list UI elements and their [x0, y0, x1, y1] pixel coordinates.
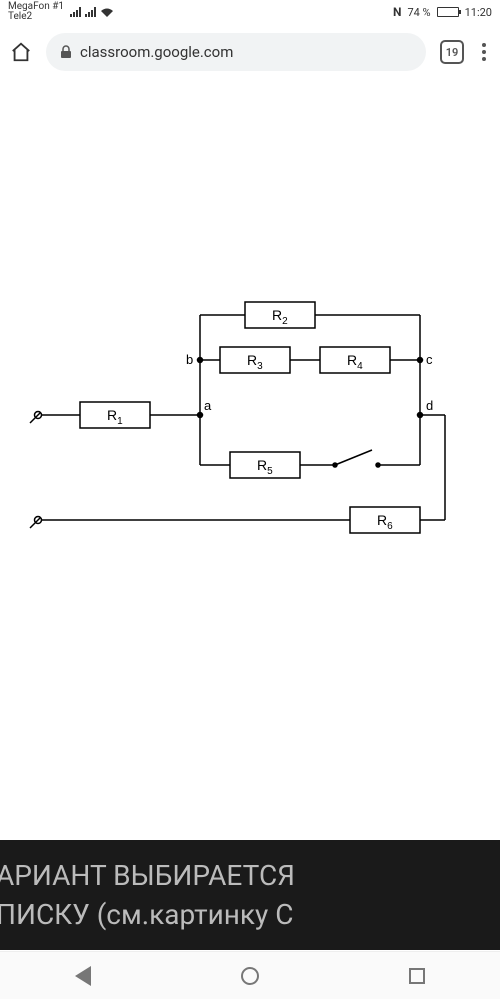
tabs-count: 19 — [446, 46, 459, 59]
node-a: a — [204, 398, 212, 413]
system-nav-bar — [0, 951, 500, 999]
nav-recent-button[interactable] — [409, 968, 425, 984]
lock-icon — [60, 45, 72, 59]
overlay-line-2: ПИСКУ (см.картинку С — [0, 895, 500, 934]
signal-icon-2 — [85, 7, 96, 17]
browser-toolbar: classroom.google.com 19 — [0, 24, 500, 80]
page-content[interactable]: R1 R2 R3 R4 R5 R6 a b c d — [0, 80, 500, 840]
nfc-icon: N — [393, 5, 401, 19]
home-icon[interactable] — [10, 41, 32, 63]
overlay-line-1: АРИАНТ ВЫБИРАЕТСЯ — [0, 856, 500, 895]
node-d: d — [426, 398, 433, 413]
node-c: c — [426, 352, 433, 367]
circuit-diagram: R1 R2 R3 R4 R5 R6 a b c d — [0, 270, 500, 570]
battery-icon — [437, 7, 459, 17]
nav-home-button[interactable] — [241, 967, 259, 985]
dark-caption-overlay: АРИАНТ ВЫБИРАЕТСЯ ПИСКУ (см.картинку С — [0, 840, 500, 950]
nav-back-button[interactable] — [75, 966, 91, 986]
url-text: classroom.google.com — [80, 43, 233, 61]
clock: 11:20 — [465, 6, 492, 19]
url-field[interactable]: classroom.google.com — [46, 33, 426, 71]
tabs-button[interactable]: 19 — [440, 40, 464, 64]
menu-button[interactable] — [478, 43, 490, 61]
wifi-icon — [100, 7, 114, 17]
status-left: MegaFon #1 Tele2 — [8, 2, 114, 22]
signal-icon-1 — [70, 7, 81, 17]
node-b: b — [186, 352, 193, 367]
battery-pct: 74 % — [407, 6, 430, 19]
status-bar: MegaFon #1 Tele2 N 74 % 11:20 — [0, 0, 500, 24]
carrier-2: Tele2 — [8, 12, 64, 22]
status-right: N 74 % 11:20 — [393, 5, 492, 19]
